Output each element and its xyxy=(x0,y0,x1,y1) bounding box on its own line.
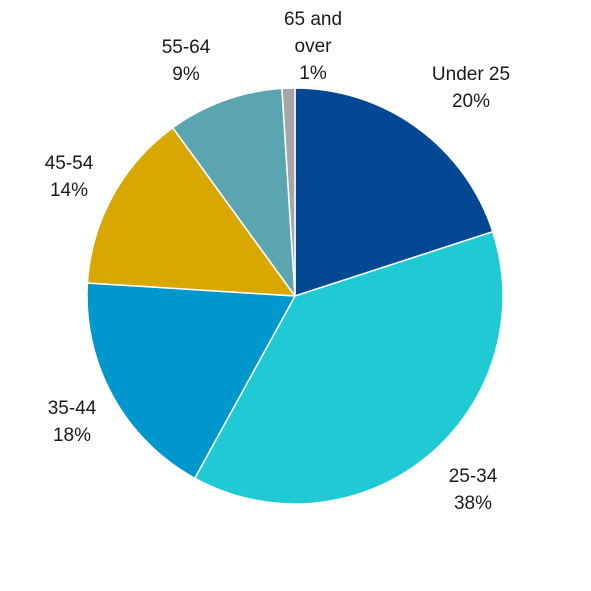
pie-slice-35-44 xyxy=(86,282,296,480)
pie-slice-65-and-over xyxy=(281,87,296,297)
slice-label-25-34: 25-34 38% xyxy=(449,466,498,514)
pie-slice-25-34 xyxy=(194,230,504,505)
pie-slice-under-25 xyxy=(294,87,494,297)
pie-slice-45-54 xyxy=(86,126,296,297)
pie-slice-55-64 xyxy=(171,87,296,297)
slice-label-under-25: Under 25 20% xyxy=(432,64,510,112)
slice-label-65-and-over: 65 and over 1% xyxy=(284,9,342,84)
slice-label-35-44: 35-44 18% xyxy=(48,398,97,446)
pie-slices xyxy=(86,87,504,505)
slice-label-45-54: 45-54 14% xyxy=(45,153,94,201)
pie-labels: Under 25 20% 25-34 38% 35-44 18% 45-54 14% 55-64… xyxy=(45,9,510,514)
slice-label-55-64: 55-64 9% xyxy=(162,37,211,85)
